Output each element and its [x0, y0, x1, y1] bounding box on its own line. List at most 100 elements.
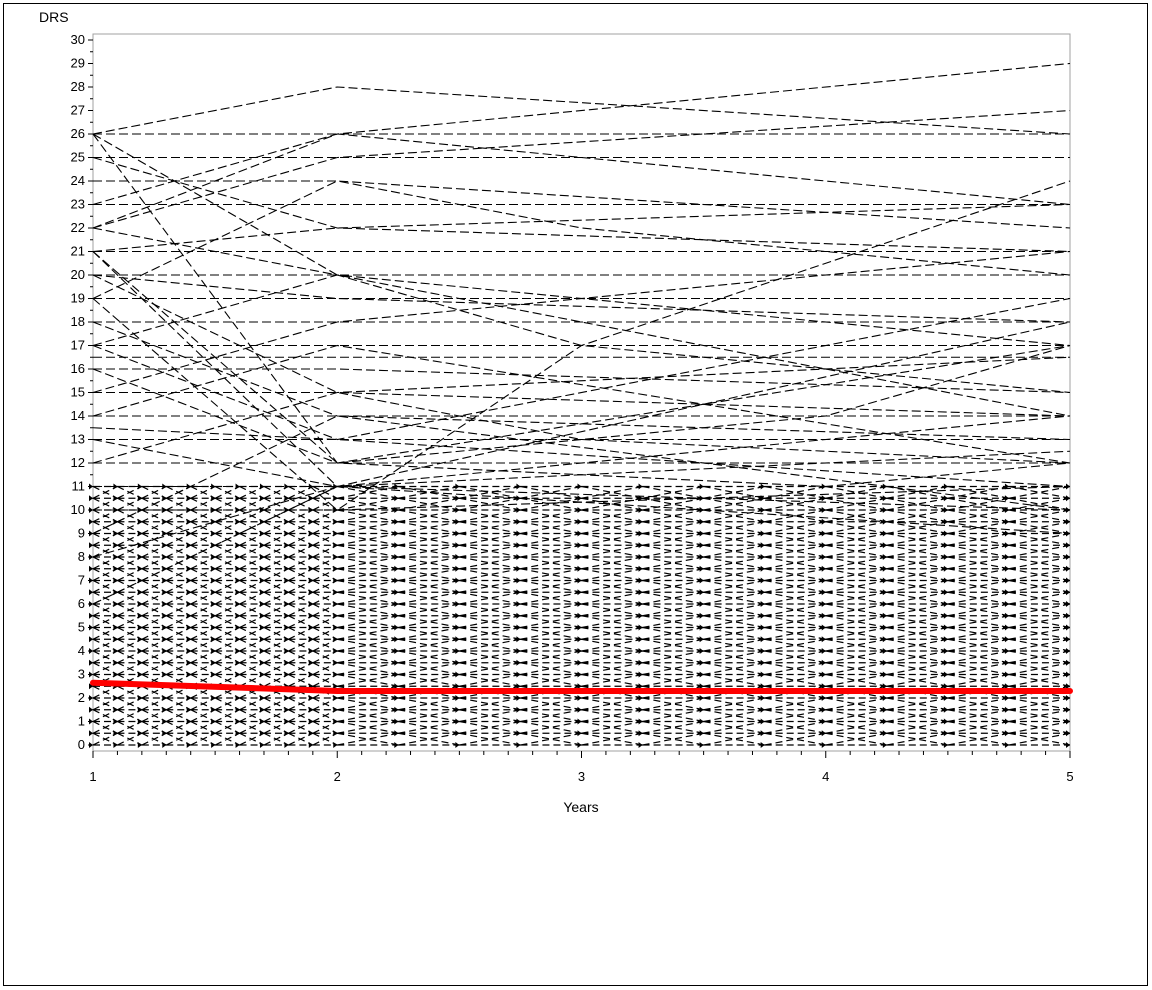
band-arrow-mark — [1004, 565, 1009, 572]
band-arrow-mark — [882, 601, 887, 607]
mean-trend-layer — [90, 679, 1073, 694]
band-arrow-mark — [308, 518, 313, 525]
band-arrow-mark — [162, 636, 167, 643]
band-arrow-mark — [821, 589, 826, 596]
band-arrow-mark — [211, 601, 216, 607]
band-arrow-mark — [455, 518, 460, 525]
band-arrow-mark — [394, 542, 399, 549]
band-arrow-mark — [455, 554, 460, 560]
y-tick-label: 11 — [72, 479, 86, 494]
band-arrow-mark — [821, 565, 826, 572]
band-arrow-mark — [186, 565, 191, 572]
band-arrow-mark — [1004, 495, 1009, 502]
y-tick-label: 30 — [71, 32, 85, 47]
band-arrow-mark — [211, 495, 216, 502]
band-arrow-mark — [699, 730, 704, 737]
band-arrow-mark — [259, 612, 264, 619]
band-arrow-mark — [113, 624, 118, 631]
band-arrow-mark — [259, 542, 264, 549]
band-arrow-mark — [882, 530, 887, 537]
band-arrow-mark — [638, 530, 643, 537]
band-arrow-mark — [333, 518, 338, 525]
band-arrow-mark — [113, 601, 118, 607]
band-arrow-mark — [699, 624, 704, 631]
band-arrow-mark — [699, 718, 704, 725]
band-arrow-mark — [516, 636, 521, 643]
band-arrow-mark — [308, 671, 313, 678]
band-arrow-mark — [137, 612, 142, 619]
band-arrow-mark — [1004, 624, 1009, 631]
band-arrow-mark — [882, 706, 887, 713]
band-arrow-mark — [333, 718, 338, 725]
band-arrow-mark — [699, 518, 704, 525]
band-arrow-mark — [1066, 577, 1070, 584]
band-arrow-mark — [821, 518, 826, 525]
band-arrow-mark — [308, 648, 313, 654]
band-arrow-mark — [137, 518, 142, 525]
band-arrow-mark — [259, 695, 264, 701]
band-arrow-mark — [638, 695, 643, 701]
y-tick-label: 27 — [71, 103, 85, 118]
band-arrow-mark — [284, 636, 289, 643]
band-arrow-mark — [882, 683, 887, 690]
band-arrow-mark — [577, 589, 582, 596]
band-arrow-mark — [1004, 542, 1009, 549]
band-arrow-mark — [211, 554, 216, 560]
y-tick-label: 0 — [78, 737, 85, 752]
band-arrow-mark — [821, 542, 826, 549]
band-arrow-mark — [577, 695, 582, 701]
band-arrow-mark — [394, 589, 399, 596]
band-arrow-mark — [333, 624, 338, 631]
band-arrow-mark — [259, 671, 264, 678]
band-arrow-mark — [577, 706, 582, 713]
band-arrow-mark — [235, 671, 240, 678]
band-arrow-mark — [882, 624, 887, 631]
y-tick-label: 3 — [78, 667, 85, 682]
band-arrow-mark — [821, 612, 826, 619]
band-arrow-mark — [699, 554, 704, 560]
band-arrow-mark — [137, 589, 142, 596]
band-arrow-mark — [1066, 706, 1070, 713]
band-arrow-mark — [516, 624, 521, 631]
band-arrow-mark — [699, 659, 704, 666]
band-arrow-mark — [577, 577, 582, 584]
band-arrow-mark — [699, 742, 704, 748]
band-arrow-mark — [760, 530, 765, 537]
band-arrow-mark — [1004, 683, 1009, 690]
band-arrow-mark — [186, 518, 191, 525]
y-tick-label: 23 — [71, 197, 85, 212]
band-arrow-mark — [821, 495, 826, 502]
band-arrow-mark — [259, 495, 264, 502]
y-tick-label: 4 — [78, 643, 85, 658]
band-arrow-mark — [113, 659, 118, 666]
trajectory-line — [92, 274, 1071, 347]
band-arrow-mark — [455, 624, 460, 631]
band-arrow-mark — [516, 483, 521, 490]
band-arrow-mark — [638, 659, 643, 666]
band-arrow-mark — [113, 636, 118, 643]
band-arrow-mark — [162, 742, 167, 748]
band-arrow-mark — [308, 718, 313, 725]
y-tick-label: 25 — [71, 150, 85, 165]
band-arrow-mark — [821, 507, 826, 513]
band-arrow-mark — [162, 495, 167, 502]
band-arrow-mark — [284, 565, 289, 572]
band-arrow-mark — [821, 718, 826, 725]
band-arrow-mark — [308, 577, 313, 584]
band-arrow-mark — [760, 589, 765, 596]
band-arrow-mark — [882, 695, 887, 701]
band-arrow-mark — [211, 730, 216, 737]
band-arrow-mark — [699, 648, 704, 654]
band-arrow-mark — [455, 577, 460, 584]
band-arrow-mark — [284, 718, 289, 725]
band-arrow-mark — [638, 507, 643, 513]
band-arrow-mark — [333, 648, 338, 654]
band-arrow-mark — [699, 636, 704, 643]
band-arrow-mark — [186, 589, 191, 596]
band-arrow-mark — [943, 706, 948, 713]
band-arrow-mark — [516, 542, 521, 549]
band-arrow-mark — [284, 554, 289, 560]
band-arrow-mark — [1004, 706, 1009, 713]
y-tick-label: 18 — [71, 314, 85, 329]
band-arrow-mark — [113, 507, 118, 513]
